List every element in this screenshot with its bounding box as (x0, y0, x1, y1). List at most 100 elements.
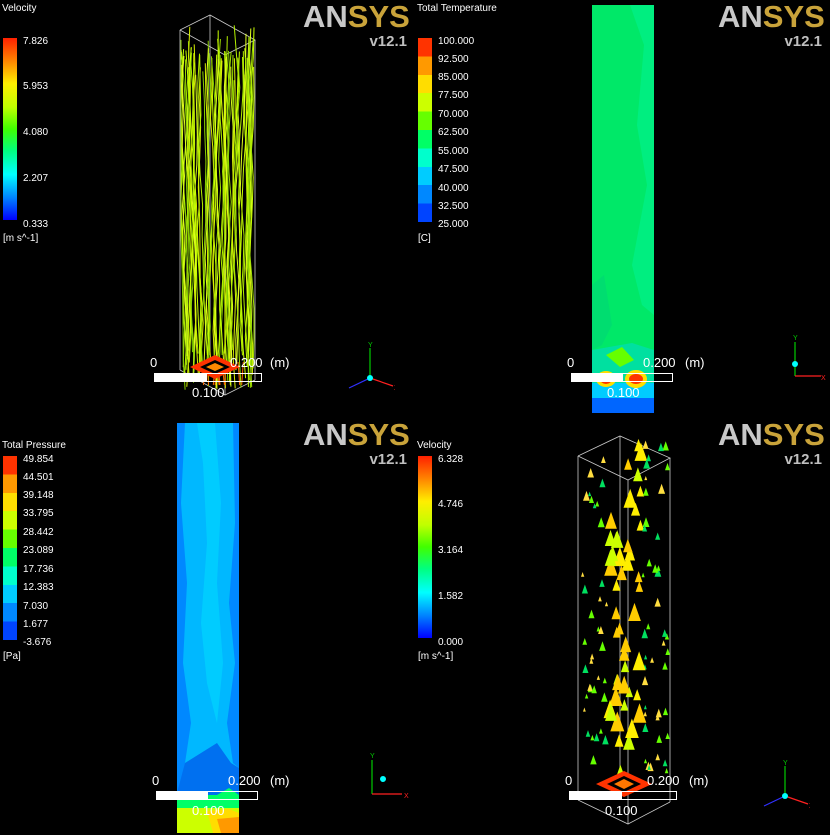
colorbar-tick: -3.676 (23, 637, 52, 648)
velocity-vector (655, 708, 662, 718)
velocity-vector (634, 442, 648, 461)
legend-title: Total Temperature (417, 3, 497, 14)
logo-an: AN (718, 418, 763, 452)
velocity-vector (628, 602, 641, 621)
velocity-vector (635, 581, 644, 592)
velocity-vector (599, 478, 606, 488)
legend: Total Temperature (417, 3, 497, 14)
ansys-logo: ANSYS v12.1 (718, 418, 825, 469)
velocity-vector (599, 579, 605, 587)
velocity-vector (611, 606, 621, 620)
colorbar-tick: 23.089 (23, 545, 54, 556)
velocity-vector (658, 442, 664, 452)
logo-sys: SYS (762, 0, 825, 34)
colorbar-tick: 6.328 (438, 454, 464, 465)
streamline (198, 54, 208, 355)
velocity-vector (587, 683, 593, 691)
streamline (209, 57, 218, 389)
colorbar-tick: 3.164 (438, 545, 464, 556)
velocity-vector (607, 545, 619, 562)
colorbar-tick: 39.148 (23, 490, 54, 501)
scale-mid: 0.100 (607, 385, 640, 400)
velocity-vector (604, 601, 609, 607)
legend: Velocity (417, 440, 451, 451)
streamline (202, 48, 209, 379)
viewport-total-temperature[interactable]: Total Temperature 100.000 92.500 85.000 … (415, 0, 830, 417)
streamline (185, 50, 195, 351)
scale-max: 0.200 (230, 355, 263, 370)
velocity-vector (624, 545, 636, 561)
streamline (247, 36, 253, 367)
velocity-vector (656, 565, 661, 571)
velocity-vector (582, 664, 589, 673)
velocity-vector (642, 524, 648, 532)
velocity-vector (588, 495, 594, 503)
viewport-velocity-vectors[interactable]: Velocity 6.328 4.746 3.164 1.582 0.000 [… (415, 418, 830, 835)
streamline (200, 71, 207, 372)
colorbar-tick: 85.000 (438, 72, 469, 83)
velocity-vector (632, 703, 647, 723)
velocity-vector (644, 654, 648, 660)
velocity-vector (641, 628, 648, 639)
velocity-vector (665, 648, 671, 655)
velocity-vector (641, 572, 645, 578)
colorbar-gradient (418, 456, 432, 638)
scale-unit: (m) (685, 355, 705, 370)
streamline (248, 38, 255, 369)
velocity-vector (623, 538, 633, 553)
streamline (230, 80, 237, 351)
velocity-vector (654, 566, 662, 577)
axis-triad: Y X (370, 753, 409, 800)
logo-an: AN (303, 0, 348, 34)
scale-unit: (m) (270, 773, 290, 788)
velocity-vector (641, 676, 649, 686)
colorbar-tick: 7.030 (23, 601, 49, 612)
axis-x-label: X (821, 375, 826, 382)
colorbar-unit: [Pa] (3, 651, 21, 662)
velocity-vector (597, 517, 605, 528)
streamline (216, 38, 225, 369)
velocity-vector (599, 728, 603, 734)
axis-y-label: Y (793, 335, 798, 342)
logo-sys: SYS (347, 418, 410, 452)
viewport-total-pressure[interactable]: Total Pressure 49.854 44.501 39.148 33.7… (0, 418, 415, 835)
velocity-vector (588, 491, 592, 497)
streamline (236, 33, 247, 364)
velocity-vector (598, 596, 602, 602)
streamline (213, 38, 222, 370)
streamline (223, 56, 232, 387)
velocity-vector (623, 488, 637, 508)
scale-bar (156, 791, 258, 800)
scale-bar (571, 373, 673, 382)
axis-x-label: X (809, 803, 810, 810)
velocity-vector (612, 579, 621, 591)
colorbar-gradient (418, 38, 432, 222)
streamline (188, 62, 195, 363)
streamline (242, 50, 251, 381)
velocity-vector (662, 441, 669, 451)
velocity-vector (656, 734, 663, 743)
velocity-vector (605, 703, 617, 721)
pressure-contour (177, 423, 239, 833)
scale-zero: 0 (150, 355, 158, 370)
scale-bar (569, 791, 677, 800)
streamline (186, 26, 192, 387)
viewport-velocity-streamlines[interactable]: Velocity 7.826 5.953 4.080 2.207 0.333 [… (0, 0, 415, 417)
colorbar-tick: 2.207 (23, 173, 49, 184)
velocity-vector (614, 734, 624, 747)
velocity-vector (665, 462, 670, 471)
velocity-vector (647, 764, 651, 770)
streamline (239, 48, 249, 379)
velocity-vector (612, 626, 621, 638)
colorbar-gradient (3, 456, 17, 640)
legend: Total Pressure (2, 440, 66, 451)
axis-y-label: Y (368, 342, 373, 349)
scale-unit: (m) (270, 355, 290, 370)
velocity-vector (661, 640, 666, 646)
streamline (231, 58, 237, 389)
streamline (237, 51, 245, 352)
velocity-vector (652, 564, 659, 573)
velocity-vector (588, 609, 595, 619)
velocity-vector (636, 485, 645, 497)
colorbar-tick: 28.442 (23, 527, 54, 538)
